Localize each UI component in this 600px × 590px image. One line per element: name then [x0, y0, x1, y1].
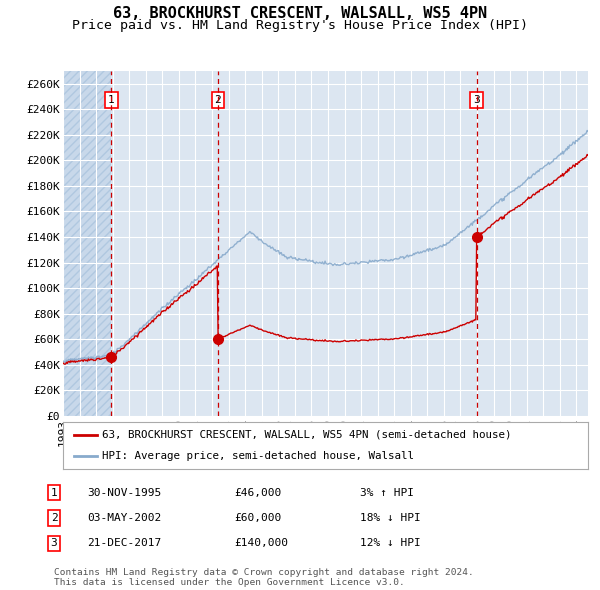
Text: 2: 2 [50, 513, 58, 523]
Text: 3: 3 [50, 539, 58, 548]
Text: Contains HM Land Registry data © Crown copyright and database right 2024.
This d: Contains HM Land Registry data © Crown c… [54, 568, 474, 587]
Text: 3% ↑ HPI: 3% ↑ HPI [360, 488, 414, 497]
Text: 2: 2 [214, 95, 221, 105]
Text: 30-NOV-1995: 30-NOV-1995 [87, 488, 161, 497]
Text: £46,000: £46,000 [234, 488, 281, 497]
Text: HPI: Average price, semi-detached house, Walsall: HPI: Average price, semi-detached house,… [103, 451, 415, 461]
Text: 3: 3 [473, 95, 480, 105]
Text: 21-DEC-2017: 21-DEC-2017 [87, 539, 161, 548]
Text: £60,000: £60,000 [234, 513, 281, 523]
Text: Price paid vs. HM Land Registry's House Price Index (HPI): Price paid vs. HM Land Registry's House … [72, 19, 528, 32]
Bar [63, 71, 112, 416]
Text: £140,000: £140,000 [234, 539, 288, 548]
Text: 1: 1 [50, 488, 58, 497]
Text: 03-MAY-2002: 03-MAY-2002 [87, 513, 161, 523]
Text: 63, BROCKHURST CRESCENT, WALSALL, WS5 4PN: 63, BROCKHURST CRESCENT, WALSALL, WS5 4P… [113, 6, 487, 21]
Text: 18% ↓ HPI: 18% ↓ HPI [360, 513, 421, 523]
Text: 1: 1 [108, 95, 115, 105]
Text: 63, BROCKHURST CRESCENT, WALSALL, WS5 4PN (semi-detached house): 63, BROCKHURST CRESCENT, WALSALL, WS5 4P… [103, 430, 512, 440]
Text: 12% ↓ HPI: 12% ↓ HPI [360, 539, 421, 548]
